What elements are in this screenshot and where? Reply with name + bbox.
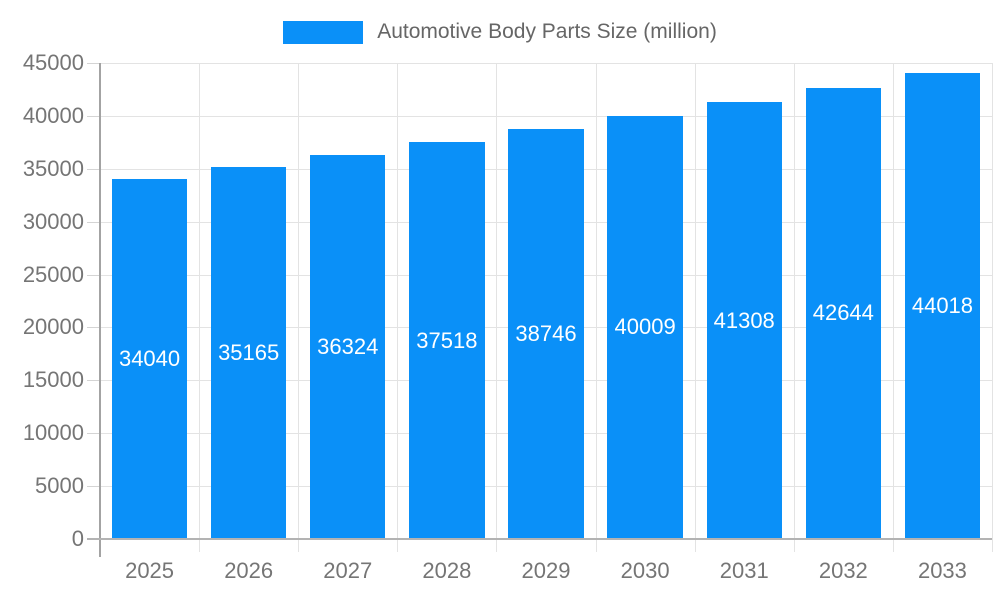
bar-2029[interactable]: 38746 (508, 129, 584, 539)
bar-2028[interactable]: 37518 (409, 142, 485, 539)
x-gridline (992, 63, 993, 552)
y-tick-mark (87, 115, 99, 117)
y-tick-label: 25000 (22, 261, 84, 287)
y-gridline (100, 115, 992, 117)
y-tick-mark (87, 433, 99, 435)
y-tick-mark (87, 327, 99, 329)
y-tick-mark (87, 380, 99, 382)
legend-label: Automotive Body Parts Size (million) (377, 20, 717, 43)
x-axis-line (87, 538, 992, 540)
bar-value-label: 44018 (911, 293, 974, 319)
bar-value-label: 40009 (614, 314, 676, 340)
y-tick-label: 35000 (22, 155, 84, 181)
bar-2032[interactable]: 42644 (805, 87, 881, 539)
bar-value-label: 41308 (713, 307, 775, 333)
bar-2026[interactable]: 35165 (211, 167, 287, 539)
x-gridline (595, 63, 597, 552)
bar-value-label: 37518 (416, 327, 478, 353)
x-tick-label: 2025 (125, 558, 175, 583)
y-tick-label: 30000 (22, 208, 84, 234)
x-tick-label: 2032 (818, 558, 868, 583)
x-gridline (793, 63, 795, 552)
legend[interactable]: Automotive Body Parts Size (million) (0, 17, 1000, 47)
y-tick-mark (87, 274, 99, 276)
bar-2033[interactable]: 44018 (904, 73, 981, 539)
x-gridline (892, 63, 894, 552)
y-tick-mark (87, 486, 99, 488)
bar-value-label: 35165 (218, 340, 280, 366)
x-tick-label: 2033 (917, 558, 967, 583)
y-tick-label: 5000 (35, 473, 84, 499)
x-gridline (397, 63, 399, 552)
x-tick-label: 2026 (224, 558, 274, 583)
y-tick-label: 40000 (22, 102, 84, 128)
bar-2030[interactable]: 40009 (607, 115, 683, 539)
x-tick-label: 2029 (521, 558, 571, 583)
x-tick-label: 2031 (719, 558, 769, 583)
x-gridline (199, 63, 201, 552)
y-gridline (100, 63, 992, 64)
bar-2025[interactable]: 34040 (111, 178, 188, 539)
plot-area: 34040 35165 36324 37518 38746 40009 41308 42644… (100, 63, 993, 552)
y-axis-line (99, 63, 101, 557)
bar-2031[interactable]: 41308 (706, 102, 782, 539)
bar-2027[interactable]: 36324 (310, 154, 386, 539)
bar-value-label: 42644 (812, 300, 874, 326)
x-gridline (496, 63, 498, 552)
x-gridline (694, 63, 696, 552)
y-tick-mark (87, 168, 99, 170)
x-tick-label: 2027 (323, 558, 373, 583)
y-tick-mark (87, 63, 99, 64)
x-tick-label: 2028 (422, 558, 472, 583)
y-tick-mark (87, 221, 99, 223)
y-tick-label: 20000 (22, 314, 84, 340)
x-tick-label: 2030 (620, 558, 670, 583)
x-gridline (298, 63, 300, 552)
y-tick-label: 10000 (22, 420, 84, 446)
legend-swatch-icon (283, 20, 364, 44)
bar-value-label: 34040 (118, 345, 181, 371)
bar-value-label: 36324 (317, 333, 379, 359)
y-tick-label: 15000 (22, 367, 84, 393)
y-tick-label: 45000 (22, 50, 84, 75)
y-tick-label: 0 (71, 526, 84, 551)
bar-value-label: 38746 (515, 321, 577, 347)
